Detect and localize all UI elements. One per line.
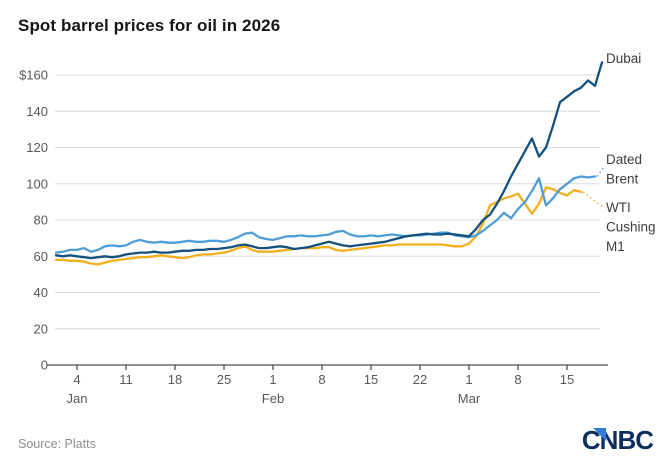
y-axis-tick-label: 120 [26,140,48,155]
y-axis-tick-label: 20 [34,321,48,336]
series-label-dated-brent: Brent [606,172,639,187]
series-label-wti-cushing-m1: Cushing [606,220,656,235]
x-axis-tick-label: 25 [217,372,231,387]
label-leader-line [596,166,605,177]
series-line-wti-cushing-m1 [54,186,583,266]
series-line-dubai [54,61,604,260]
x-axis-tick-label: 8 [514,372,521,387]
x-axis-month-label: Jan [67,391,88,406]
x-axis-tick-label: 15 [364,372,378,387]
x-axis-tick-label: 18 [168,372,182,387]
series-label-dubai: Dubai [606,51,641,66]
x-axis-tick-label: 1 [269,372,276,387]
y-axis-tick-label: $160 [19,68,48,83]
x-axis-month-label: Mar [458,391,481,406]
series-line-dated-brent [54,175,597,254]
x-axis-tick-label: 4 [73,372,80,387]
y-axis-tick-label: 140 [26,104,48,119]
cnbc-logo: CNBC [557,425,654,455]
y-axis-tick-label: 40 [34,285,48,300]
x-axis-tick-label: 1 [465,372,472,387]
x-axis-tick-label: 15 [560,372,574,387]
y-axis-tick-label: 80 [34,213,48,228]
label-leader-line [582,191,604,208]
source-note: Source: Platts [18,437,96,451]
cnbc-peacock-triangle-icon [593,428,606,441]
y-axis-tick-label: 60 [34,249,48,264]
series-label-wti-cushing-m1: M1 [606,239,625,254]
x-axis-tick-label: 8 [318,372,325,387]
series-label-dated-brent: Dated [606,152,642,167]
y-axis-tick-label: 100 [26,176,48,191]
x-axis-tick-label: 11 [119,372,133,387]
x-axis-month-label: Feb [262,391,284,406]
series-label-wti-cushing-m1: WTI [606,200,631,215]
chart-title: Spot barrel prices for oil in 2026 [18,16,281,35]
x-axis-tick-label: 22 [413,372,427,387]
y-axis-tick-label: 0 [41,358,48,373]
